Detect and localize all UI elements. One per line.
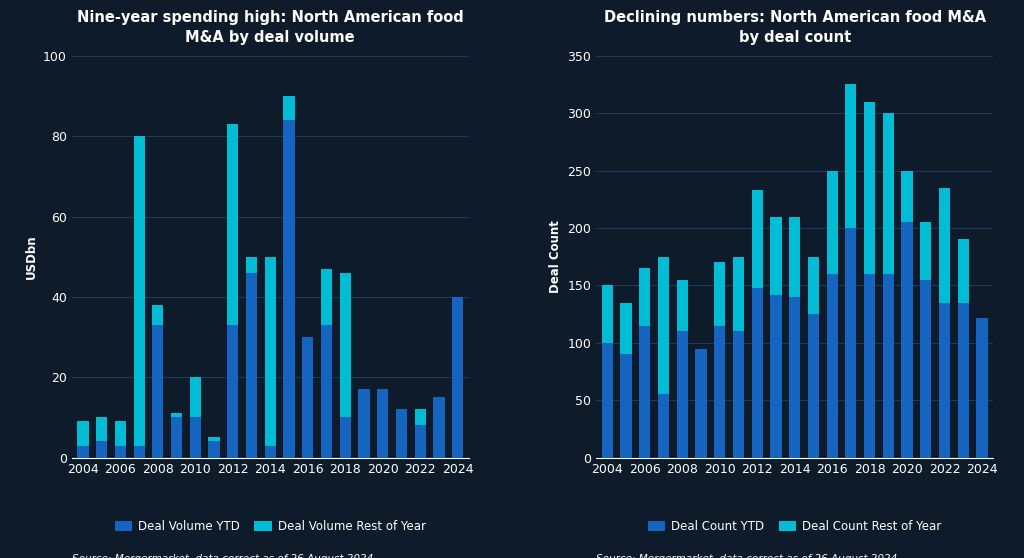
Bar <box>733 331 744 458</box>
Bar <box>396 410 408 458</box>
Bar <box>246 273 257 458</box>
Bar <box>657 257 669 395</box>
Bar <box>321 269 332 325</box>
Bar <box>621 354 632 458</box>
Bar <box>189 417 201 458</box>
Bar <box>790 217 801 297</box>
Bar <box>826 274 838 458</box>
Bar <box>921 222 932 280</box>
Bar <box>808 257 819 314</box>
Bar <box>284 120 295 458</box>
Bar <box>639 325 650 458</box>
Legend: Deal Count YTD, Deal Count Rest of Year: Deal Count YTD, Deal Count Rest of Year <box>643 516 946 538</box>
Bar <box>209 441 220 458</box>
Bar <box>302 337 313 458</box>
Bar <box>77 445 88 458</box>
Bar <box>153 305 164 325</box>
Bar <box>695 349 707 458</box>
Bar <box>752 288 763 458</box>
Bar <box>115 421 126 445</box>
Bar <box>189 377 201 417</box>
Bar <box>246 257 257 273</box>
Bar <box>602 343 613 458</box>
Bar <box>752 190 763 288</box>
Text: Source: Mergermarket, data correct as of 26 August 2024: Source: Mergermarket, data correct as of… <box>72 554 373 558</box>
Bar <box>115 445 126 458</box>
Bar <box>358 389 370 458</box>
Bar <box>340 273 351 417</box>
Bar <box>340 417 351 458</box>
Bar <box>677 331 688 458</box>
Y-axis label: USDbn: USDbn <box>25 234 38 279</box>
Bar <box>845 228 856 458</box>
Y-axis label: Deal Count: Deal Count <box>549 220 562 293</box>
Bar <box>883 274 894 458</box>
Bar <box>864 274 876 458</box>
Bar <box>977 318 988 458</box>
Bar <box>452 297 463 458</box>
Bar <box>153 325 164 458</box>
Bar <box>864 102 876 274</box>
Title: Declining numbers: North American food M&A
by deal count: Declining numbers: North American food M… <box>603 10 986 45</box>
Bar <box>264 257 275 445</box>
Bar <box>133 445 144 458</box>
Bar <box>321 325 332 458</box>
Bar <box>770 217 781 295</box>
Bar <box>284 96 295 120</box>
Bar <box>96 417 108 441</box>
Bar <box>808 314 819 458</box>
Bar <box>171 417 182 458</box>
Legend: Deal Volume YTD, Deal Volume Rest of Year: Deal Volume YTD, Deal Volume Rest of Yea… <box>110 516 431 538</box>
Bar <box>415 425 426 458</box>
Bar <box>433 397 444 458</box>
Bar <box>957 239 969 302</box>
Bar <box>77 421 88 445</box>
Bar <box>883 113 894 274</box>
Bar <box>957 302 969 458</box>
Bar <box>227 124 239 325</box>
Bar <box>733 257 744 331</box>
Bar <box>96 441 108 458</box>
Bar <box>209 437 220 441</box>
Bar <box>714 325 725 458</box>
Bar <box>415 410 426 425</box>
Bar <box>714 262 725 325</box>
Bar <box>227 325 239 458</box>
Bar <box>602 285 613 343</box>
Bar <box>133 136 144 445</box>
Bar <box>901 171 912 222</box>
Bar <box>264 445 275 458</box>
Bar <box>621 302 632 354</box>
Bar <box>790 297 801 458</box>
Bar <box>377 389 388 458</box>
Bar <box>845 84 856 228</box>
Text: Source: Mergermarket, data correct as of 26 August 2024: Source: Mergermarket, data correct as of… <box>596 554 897 558</box>
Bar <box>770 295 781 458</box>
Bar <box>901 222 912 458</box>
Bar <box>657 395 669 458</box>
Bar <box>939 188 950 302</box>
Title: Nine-year spending high: North American food
M&A by deal volume: Nine-year spending high: North American … <box>77 10 464 45</box>
Bar <box>171 413 182 417</box>
Bar <box>677 280 688 331</box>
Bar <box>826 171 838 274</box>
Bar <box>639 268 650 325</box>
Bar <box>921 280 932 458</box>
Bar <box>939 302 950 458</box>
